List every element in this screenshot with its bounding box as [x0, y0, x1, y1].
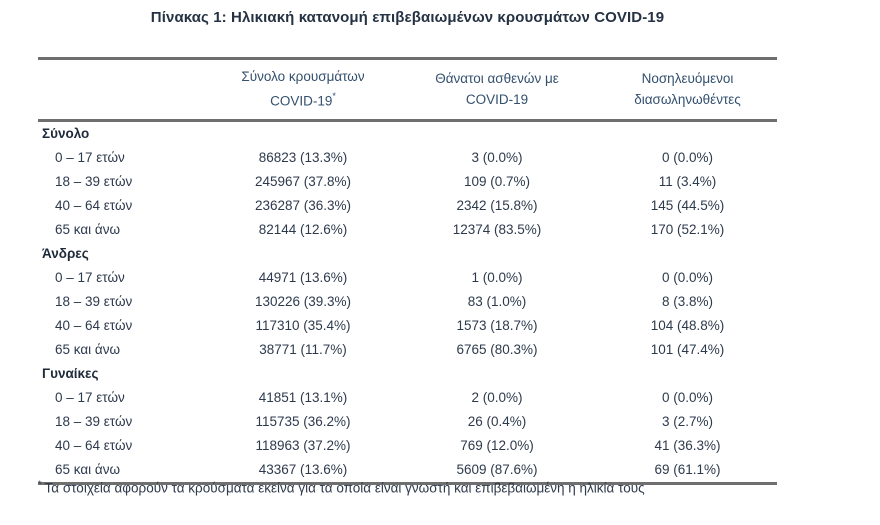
deaths-value: 2 (0.0%) — [471, 390, 523, 405]
col-header-line2: COVID-19* — [270, 91, 336, 109]
table-row: 18 – 39 ετών 115735 (36.2%) 26 (0.4%) 3 … — [38, 410, 777, 434]
section-label: Σύνολο — [42, 126, 90, 141]
table-row: 65 και άνω 82144 (12.6%) 12374 (83.5%) 1… — [38, 218, 777, 242]
deaths-value: 5609 (87.6%) — [396, 457, 598, 485]
section-label: Άνδρες — [42, 246, 89, 261]
deaths-value: 2342 (15.8%) — [456, 198, 538, 213]
cases-value: 38771 (11.7%) — [259, 342, 347, 357]
intubated-value: 170 (52.1%) — [650, 222, 725, 237]
deaths-value: 769 (12.0%) — [460, 438, 534, 453]
cases-value: 118963 (37.2%) — [255, 438, 351, 453]
intubated-value: 3 (2.7%) — [661, 414, 714, 429]
table-row: 40 – 64 ετών 118963 (37.2%) 769 (12.0%) … — [38, 434, 777, 458]
deaths-value: 12374 (83.5%) — [452, 222, 542, 237]
cases-value: 86823 (13.3%) — [258, 150, 348, 165]
col-header-intubated: Νοσηλευόμενοι διασωληνωθέντες — [598, 57, 777, 122]
cases-value: 130226 (39.3%) — [254, 294, 352, 309]
table-title: Πίνακας 1: Ηλικιακή κατανομή επιβεβαιωμέ… — [150, 9, 665, 26]
deaths-value: 6765 (80.3%) — [456, 342, 538, 357]
col-header-empty — [38, 57, 210, 122]
intubated-value: 101 (47.4%) — [650, 342, 725, 357]
table-row: 40 – 64 ετών 236287 (36.3%) 2342 (15.8%)… — [38, 194, 777, 218]
covid-age-distribution-table: Σύνολο κρουσμάτων COVID-19* Θάνατοι ασθε… — [38, 57, 777, 485]
table-header: Σύνολο κρουσμάτων COVID-19* Θάνατοι ασθε… — [38, 57, 777, 122]
cases-value: 236287 (36.3%) — [254, 198, 352, 213]
deaths-value: 1 (0.0%) — [471, 270, 523, 285]
table-row: 0 – 17 ετών 41851 (13.1%) 2 (0.0%) 0 (0.… — [38, 386, 777, 410]
footnote-marker: * — [38, 479, 42, 489]
cases-value: 44971 (13.6%) — [258, 270, 348, 285]
col-header-line1: Θάνατοι ασθενών με — [435, 70, 559, 86]
col-header-total-cases: Σύνολο κρουσμάτων COVID-19* — [210, 57, 396, 122]
cases-value: 117310 (35.4%) — [255, 318, 351, 333]
cases-value: 43367 (13.6%) — [210, 457, 396, 485]
intubated-value: 0 (0.0%) — [661, 390, 714, 405]
age-group-label: 18 – 39 ετών — [55, 294, 133, 309]
deaths-value: 26 (0.4%) — [467, 414, 527, 429]
section-row-men: Άνδρες — [38, 242, 777, 266]
intubated-value: 0 (0.0%) — [661, 270, 714, 285]
table-row: 40 – 64 ετών 117310 (35.4%) 1573 (18.7%)… — [38, 314, 777, 338]
intubated-value: 104 (48.8%) — [650, 318, 725, 333]
cases-value: 82144 (12.6%) — [258, 222, 348, 237]
age-group-label: 40 – 64 ετών — [55, 318, 133, 333]
asterisk-marker: * — [332, 91, 336, 101]
section-label: Γυναίκες — [42, 366, 99, 381]
age-group-label: 65 και άνω — [38, 457, 210, 485]
deaths-value: 3 (0.0%) — [471, 150, 523, 165]
deaths-value: 83 (1.0%) — [467, 294, 527, 309]
col-header-deaths: Θάνατοι ασθενών με COVID-19 — [396, 57, 598, 122]
footnote: * Τα στοιχεία αφορούν τα κρούσματα εκείνα… — [38, 479, 838, 496]
footnote-text: Τα στοιχεία αφορούν τα κρούσματα εκείνα … — [44, 480, 645, 496]
table-row: 0 – 17 ετών 86823 (13.3%) 3 (0.0%) 0 (0.… — [38, 146, 777, 170]
cases-value: 41851 (13.1%) — [258, 390, 348, 405]
col-header-line1: Σύνολο κρουσμάτων — [241, 69, 365, 84]
section-row-women: Γυναίκες — [38, 362, 777, 386]
table-row: 0 – 17 ετών 44971 (13.6%) 1 (0.0%) 0 (0.… — [38, 266, 777, 290]
age-group-label: 0 – 17 ετών — [55, 150, 125, 165]
table-row: 65 και άνω 43367 (13.6%) 5609 (87.6%) 69… — [38, 457, 777, 485]
section-row-total: Σύνολο — [38, 120, 777, 146]
age-group-label: 65 και άνω — [55, 342, 121, 357]
intubated-value: 8 (3.8%) — [661, 294, 714, 309]
age-group-label: 0 – 17 ετών — [55, 390, 125, 405]
col-header-line2: COVID-19 — [465, 91, 529, 107]
intubated-value: 0 (0.0%) — [661, 150, 714, 165]
cases-value: 115735 (36.2%) — [255, 414, 351, 429]
age-group-label: 18 – 39 ετών — [55, 414, 133, 429]
intubated-value: 69 (61.1%) — [598, 457, 777, 485]
age-group-label: 18 – 39 ετών — [55, 174, 133, 189]
age-group-label: 65 και άνω — [55, 222, 121, 237]
deaths-value: 109 (0.7%) — [463, 174, 531, 189]
table-row: 18 – 39 ετών 245967 (37.8%) 109 (0.7%) 1… — [38, 170, 777, 194]
deaths-value: 1573 (18.7%) — [456, 318, 538, 333]
age-group-label: 0 – 17 ετών — [55, 270, 125, 285]
age-group-label: 40 – 64 ετών — [55, 438, 133, 453]
col-header-line1: Νοσηλευόμενοι — [641, 70, 734, 86]
intubated-value: 41 (36.3%) — [654, 438, 721, 453]
intubated-value: 145 (44.5%) — [650, 198, 725, 213]
intubated-value: 11 (3.4%) — [658, 174, 717, 189]
cases-value: 245967 (37.8%) — [254, 174, 352, 189]
age-group-label: 40 – 64 ετών — [55, 198, 133, 213]
col-header-line2: διασωληνωθέντες — [634, 91, 741, 107]
table-row: 18 – 39 ετών 130226 (39.3%) 83 (1.0%) 8 … — [38, 290, 777, 314]
table-row: 65 και άνω 38771 (11.7%) 6765 (80.3%) 10… — [38, 338, 777, 362]
